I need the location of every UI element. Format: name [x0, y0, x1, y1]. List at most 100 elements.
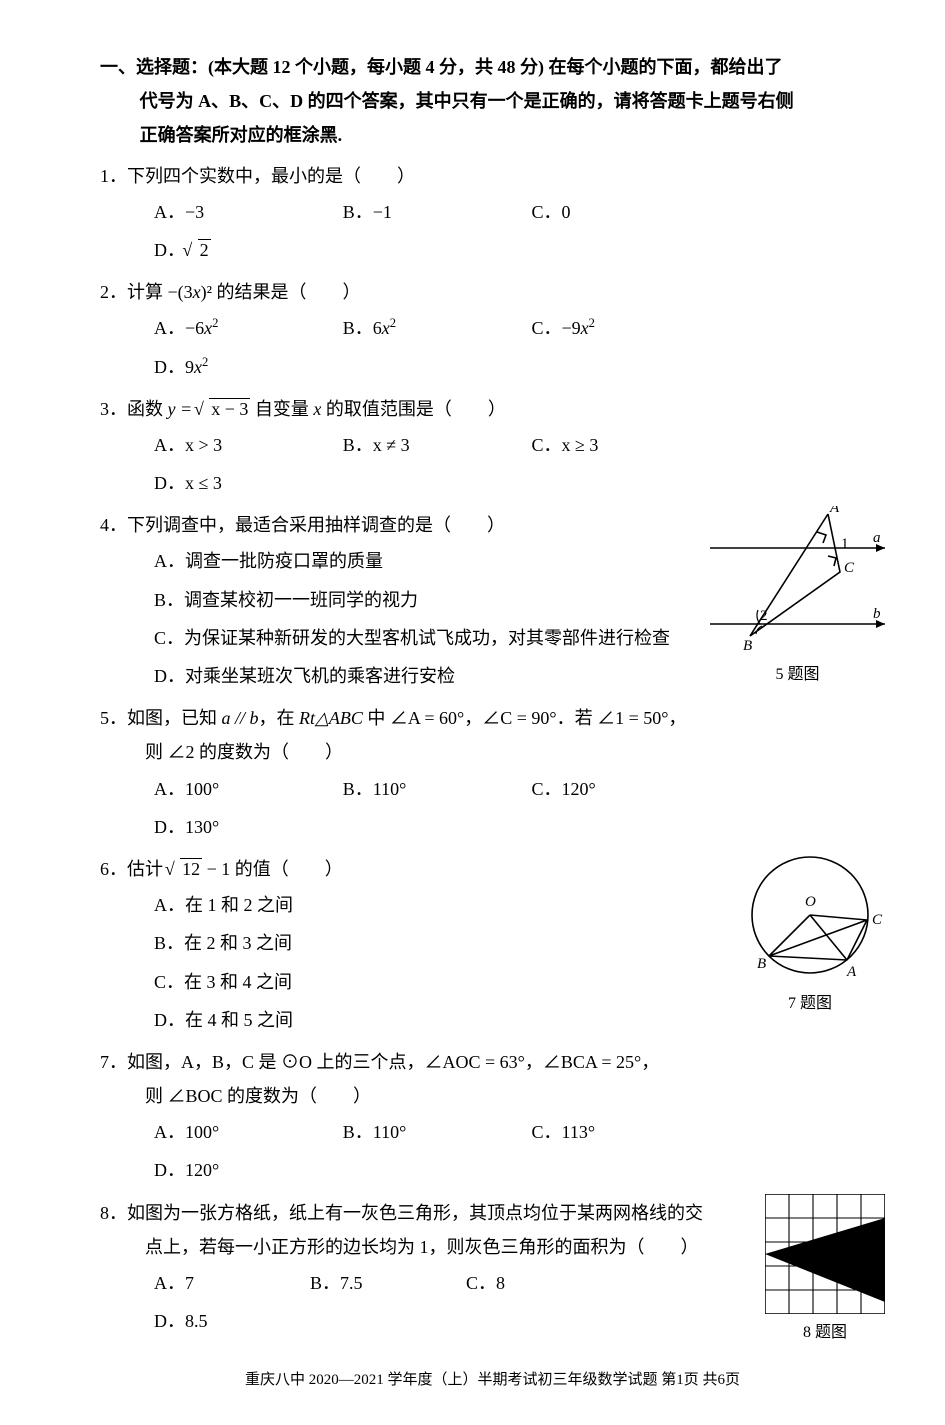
- q3-opt-b: B．x ≠ 3: [343, 426, 532, 464]
- q2b-v: x: [382, 318, 390, 338]
- q7-stem-l2: 则 ∠BOC 的度数为（ ）: [100, 1079, 885, 1113]
- q2-stem: 2．计算 −(3x)² 的结果是（ ）: [100, 275, 885, 309]
- q1-opt-d: D． 2: [154, 231, 343, 269]
- q6-s1: 6．估计: [100, 859, 168, 879]
- q1-opt-a: A．−3: [154, 193, 343, 231]
- q6-rad: 12: [180, 858, 202, 879]
- question-1: 1．下列四个实数中，最小的是（ ） A．−3 B．−1 C．0 D． 2: [100, 159, 885, 270]
- q8-opt-c: C．8: [466, 1264, 622, 1302]
- q2d-e: 2: [202, 355, 208, 369]
- q2b-e: 2: [390, 316, 396, 330]
- q3-opt-a: A．x > 3: [154, 426, 343, 464]
- q5-opt-d: D．130°: [154, 808, 343, 846]
- q8-options: A．7 B．7.5 C．8 D．8.5: [100, 1264, 751, 1340]
- lbl-C: C: [844, 560, 855, 576]
- section-heading: 一、选择题：(本大题 12 个小题，每小题 4 分，共 48 分) 在每个小题的…: [100, 50, 885, 153]
- q8-opt-a: A．7: [154, 1264, 310, 1302]
- q6-opt-d: D．在 4 和 5 之间: [154, 1001, 489, 1039]
- q7-diagram-svg: O C A B: [735, 850, 885, 985]
- page-footer: 重庆八中 2020—2021 学年度（上）半期考试初三年级数学试题 第1页 共6…: [100, 1366, 885, 1395]
- q7-opt-b: B．110°: [343, 1113, 532, 1151]
- q7-fig-caption: 7 题图: [735, 989, 885, 1019]
- q8-opt-b: B．7.5: [310, 1264, 466, 1302]
- sqrt-icon: 2: [185, 233, 211, 267]
- q2a-p: A．−6: [154, 318, 204, 338]
- lbl-a: a: [873, 530, 881, 546]
- lbl-B: B: [743, 638, 752, 654]
- q7-opt-a: A．100°: [154, 1113, 343, 1151]
- q1-options: A．−3 B．−1 C．0 D． 2: [100, 193, 885, 269]
- q2-stem-a: 2．计算 −(3: [100, 282, 193, 302]
- q8-fig-caption: 8 题图: [765, 1318, 885, 1348]
- q5-opt-c: C．120°: [532, 770, 721, 808]
- q2-opt-c: C．−9x2: [532, 309, 721, 347]
- q2-options: A．−6x2 B．6x2 C．−9x2 D．9x2: [100, 309, 885, 385]
- q3-s2: 自变量: [250, 399, 313, 419]
- figure-q5: A a b C B 1 2 5 题图: [710, 506, 885, 690]
- lbl-C7: C: [872, 912, 883, 928]
- figure-q7: O C A B 7 题图: [735, 850, 885, 1019]
- q1-opt-b: B．−1: [343, 193, 532, 231]
- q3-opt-d: D．x ≤ 3: [154, 464, 343, 502]
- q5-opt-a: A．100°: [154, 770, 343, 808]
- q2-opt-a: A．−6x2: [154, 309, 343, 347]
- question-3: 3．函数 y = x − 3 自变量 x 的取值范围是（ ） A．x > 3 B…: [100, 392, 885, 503]
- q3-rad: x − 3: [209, 398, 250, 419]
- q8-opt-d: D．8.5: [154, 1302, 310, 1340]
- q5-stem-l2: 则 ∠2 的度数为（ ）: [100, 735, 885, 769]
- q2c-v: x: [581, 318, 589, 338]
- q5-diagram-svg: A a b C B 1 2: [710, 506, 885, 656]
- q2-opt-b: B．6x2: [343, 309, 532, 347]
- lbl-O: O: [805, 894, 816, 910]
- q2a-e: 2: [212, 316, 218, 330]
- q5-s3: ，在: [259, 708, 300, 728]
- q1-d-prefix: D．: [154, 240, 185, 260]
- q3-y: y =: [168, 399, 197, 419]
- q2-stem-b: )² 的结果是（ ）: [201, 282, 361, 302]
- q2c-e: 2: [589, 316, 595, 330]
- lbl-b: b: [873, 606, 881, 622]
- question-5: 5．如图，已知 a // b，在 Rt△ABC 中 ∠A = 60°，∠C = …: [100, 701, 885, 846]
- q5-s2: a // b: [222, 708, 259, 728]
- q6-opt-a: A．在 1 和 2 之间: [154, 886, 489, 924]
- q7-options: A．100° B．110° C．113° D．120°: [100, 1113, 885, 1189]
- question-7: 7．如图，A，B，C 是 ⊙O 上的三个点，∠AOC = 63°，∠BCA = …: [100, 1045, 885, 1190]
- q1-stem: 1．下列四个实数中，最小的是（ ）: [100, 159, 885, 193]
- lbl-1: 1: [841, 536, 849, 552]
- q7-opt-d: D．120°: [154, 1151, 343, 1189]
- q5-s1: 5．如图，已知: [100, 708, 222, 728]
- q6-opt-c: C．在 3 和 4 之间: [154, 963, 489, 1001]
- q3-options: A．x > 3 B．x ≠ 3 C．x ≥ 3 D．x ≤ 3: [100, 426, 885, 502]
- q6-s2: − 1 的值（ ）: [202, 859, 343, 879]
- q5-s4: Rt△ABC: [299, 708, 363, 728]
- q2b-p: B．6: [343, 318, 382, 338]
- lbl-2: 2: [760, 608, 768, 624]
- section-line3: 正确答案所对应的框涂黑.: [100, 118, 885, 152]
- lbl-A: A: [829, 506, 840, 516]
- q1-opt-c: C．0: [532, 193, 721, 231]
- q5-fig-caption: 5 题图: [710, 660, 885, 690]
- lbl-B7: B: [757, 956, 766, 972]
- q3-stem: 3．函数 y = x − 3 自变量 x 的取值范围是（ ）: [100, 392, 885, 426]
- q3-s1: 3．函数: [100, 399, 168, 419]
- q6-opt-b: B．在 2 和 3 之间: [154, 924, 489, 962]
- q2d-v: x: [194, 357, 202, 377]
- q5-opt-b: B．110°: [343, 770, 532, 808]
- q3-s3: 的取值范围是（ ）: [321, 399, 506, 419]
- q2-stem-var: x: [193, 282, 201, 302]
- sqrt-icon: 12: [168, 852, 203, 886]
- figure-q8: 8 题图: [765, 1194, 885, 1348]
- section-line2: 代号为 A、B、C、D 的四个答案，其中只有一个是正确的，请将答题卡上题号右侧: [100, 84, 885, 118]
- q5-stem: 5．如图，已知 a // b，在 Rt△ABC 中 ∠A = 60°，∠C = …: [100, 701, 885, 735]
- question-2: 2．计算 −(3x)² 的结果是（ ） A．−6x2 B．6x2 C．−9x2 …: [100, 275, 885, 386]
- q2d-p: D．9: [154, 357, 194, 377]
- q7-stem-l1: 7．如图，A，B，C 是 ⊙O 上的三个点，∠AOC = 63°，∠BCA = …: [100, 1045, 885, 1079]
- q7-opt-c: C．113°: [532, 1113, 721, 1151]
- q1-d-rad: 2: [198, 239, 211, 260]
- q2a-v: x: [204, 318, 212, 338]
- q2c-p: C．−9: [532, 318, 581, 338]
- q5-s5: 中 ∠A = 60°，∠C = 90°．若 ∠1 = 50°，: [363, 708, 687, 728]
- q2-opt-d: D．9x2: [154, 348, 343, 386]
- q8-diagram-svg: [765, 1194, 885, 1314]
- q5-options: A．100° B．110° C．120° D．130°: [100, 770, 885, 846]
